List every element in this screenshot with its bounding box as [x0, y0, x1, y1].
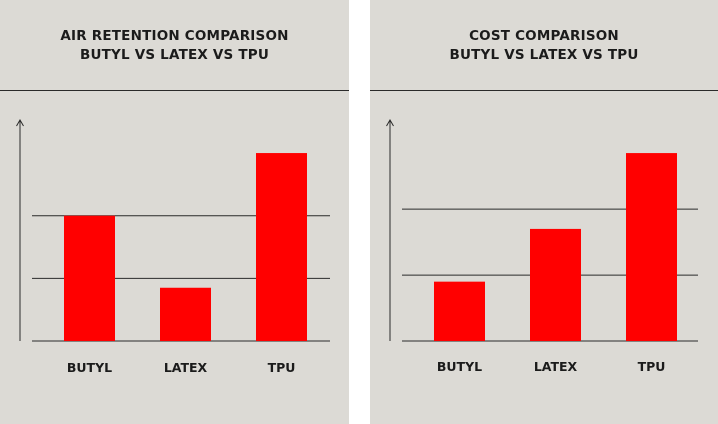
x-tick-label-tpu: TPU: [268, 360, 296, 375]
x-tick-label-butyl: BUTYL: [437, 359, 482, 374]
bar-latex: [530, 228, 581, 341]
x-tick-label-tpu: TPU: [638, 359, 666, 374]
x-tick-label-latex: LATEX: [164, 360, 208, 375]
bar-tpu: [626, 153, 677, 341]
cost-chart: BUTYL LATEX TPU: [386, 119, 698, 374]
bar-tpu: [256, 153, 307, 341]
air-retention-chart: BUTYL LATEX TPU: [16, 119, 330, 375]
air-retention-panel: AIR RETENTION COMPARISON BUTYL VS LATEX …: [0, 0, 349, 424]
chart-title: COST COMPARISON BUTYL VS LATEX VS TPU: [370, 27, 718, 65]
chart-title-line2: BUTYL VS LATEX VS TPU: [79, 47, 270, 63]
y-axis-arrow-icon: [386, 119, 394, 127]
bar-butyl: [434, 281, 485, 341]
cost-panel: COST COMPARISON BUTYL VS LATEX VS TPU BU…: [370, 0, 718, 424]
chart-title-line1: COST COMPARISON: [469, 28, 619, 44]
bar-latex: [160, 287, 211, 341]
bar-butyl: [64, 215, 115, 341]
chart-title-line2: BUTYL VS LATEX VS TPU: [449, 47, 639, 63]
header-divider: [0, 90, 349, 91]
header-divider: [370, 90, 718, 91]
x-tick-label-latex: LATEX: [534, 359, 578, 374]
chart-title-line1: AIR RETENTION COMPARISON: [60, 28, 289, 44]
y-axis-arrow-icon: [16, 119, 24, 127]
chart-title: AIR RETENTION COMPARISON BUTYL VS LATEX …: [0, 27, 349, 65]
x-tick-label-butyl: BUTYL: [67, 360, 112, 375]
